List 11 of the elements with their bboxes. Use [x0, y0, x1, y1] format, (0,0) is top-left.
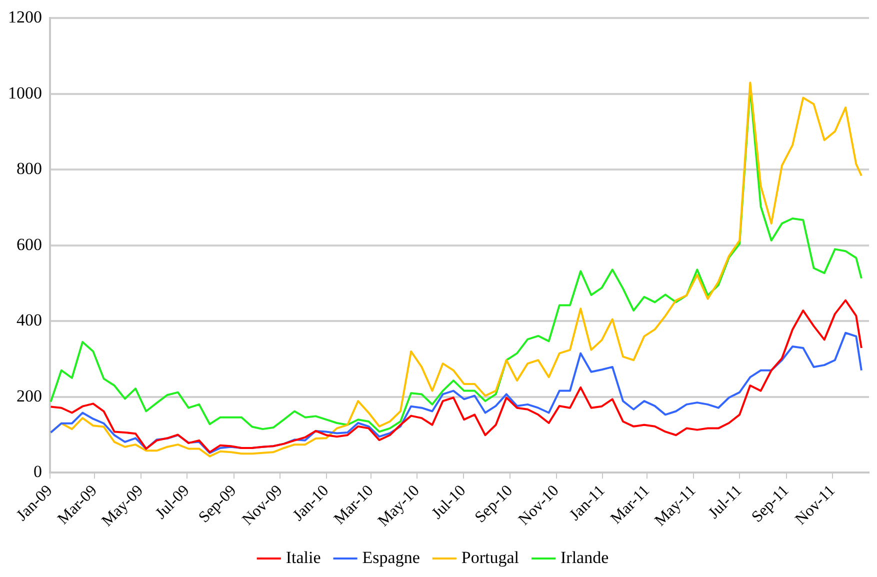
- legend-label: Irlande: [560, 548, 609, 567]
- y-tick-label: 800: [16, 159, 42, 178]
- legend-label: Italie: [286, 548, 321, 567]
- y-tick-label: 0: [34, 462, 42, 482]
- y-tick-label: 1000: [8, 83, 42, 102]
- legend-label: Espagne: [362, 548, 420, 567]
- y-tick-label: 200: [16, 386, 42, 406]
- y-tick-label: 1200: [8, 8, 42, 27]
- y-tick-label: 400: [16, 310, 42, 330]
- y-tick-label: 600: [16, 234, 42, 254]
- legend-label: Portugal: [461, 548, 520, 567]
